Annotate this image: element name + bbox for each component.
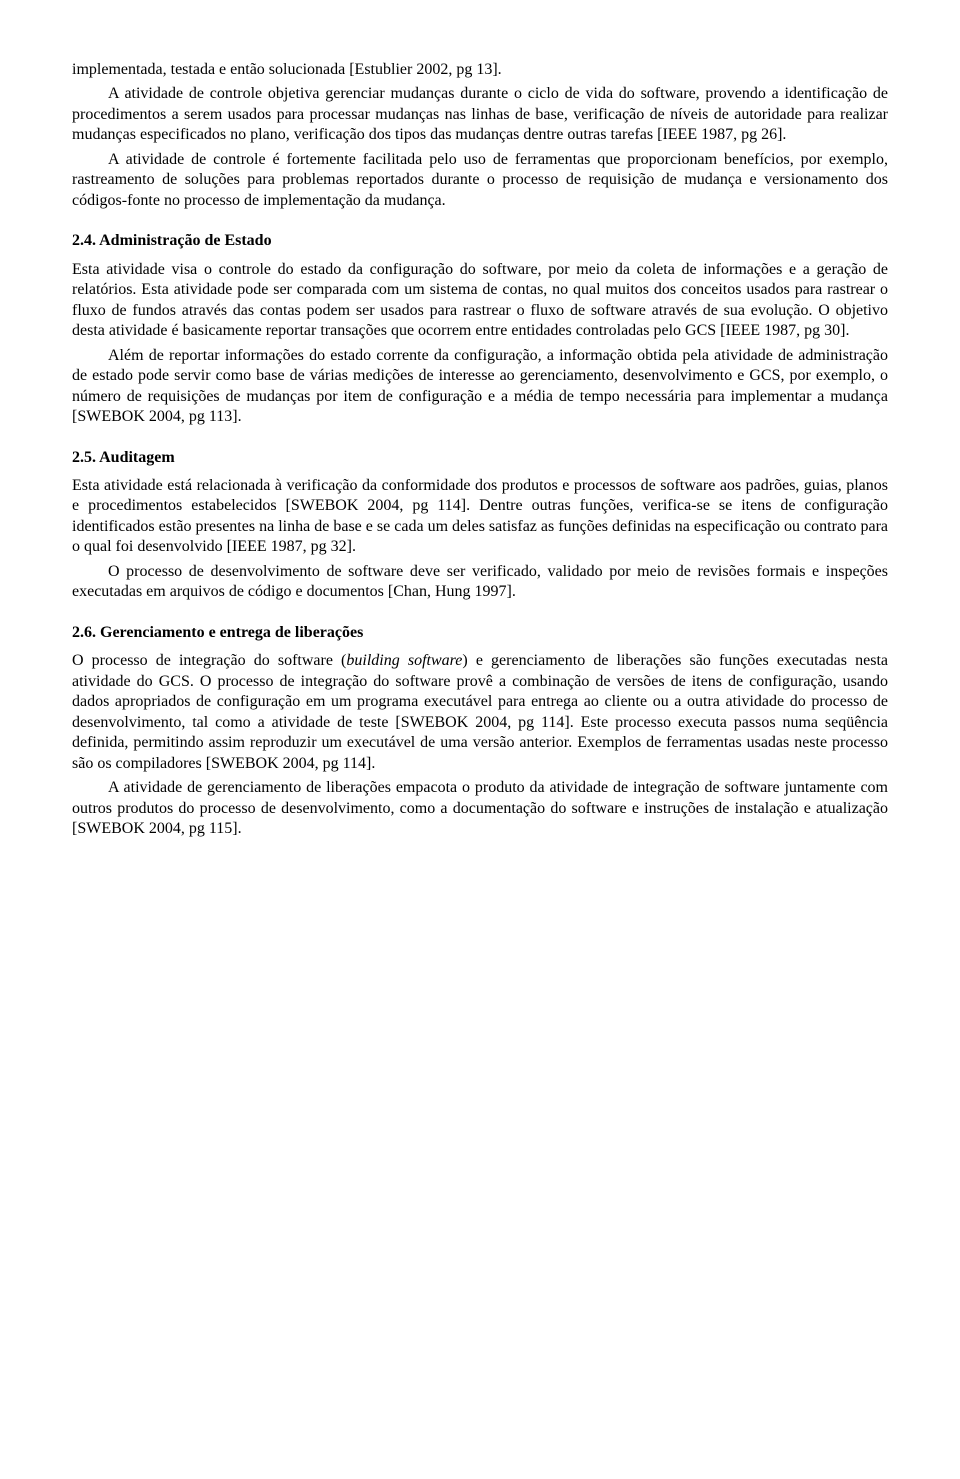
paragraph: A atividade de controle objetiva gerenci… (72, 84, 888, 145)
paragraph: Além de reportar informações do estado c… (72, 346, 888, 428)
paragraph-continuation: implementada, testada e então solucionad… (72, 60, 888, 80)
paragraph: O processo de desenvolvimento de softwar… (72, 562, 888, 603)
text-segment: ) e gerenciamento de liberações são funç… (72, 652, 888, 771)
section-heading-2-6: 2.6. Gerenciamento e entrega de liberaçõ… (72, 623, 888, 643)
italic-term: building software (346, 652, 462, 669)
paragraph: A atividade de controle é fortemente fac… (72, 150, 888, 211)
paragraph: Esta atividade visa o controle do estado… (72, 260, 888, 342)
section-heading-2-4: 2.4. Administração de Estado (72, 231, 888, 251)
section-heading-2-5: 2.5. Auditagem (72, 448, 888, 468)
paragraph: Esta atividade está relacionada à verifi… (72, 476, 888, 558)
paragraph: A atividade de gerenciamento de liberaçõ… (72, 778, 888, 839)
paragraph: O processo de integração do software (bu… (72, 651, 888, 774)
text-segment: O processo de integração do software ( (72, 652, 346, 669)
